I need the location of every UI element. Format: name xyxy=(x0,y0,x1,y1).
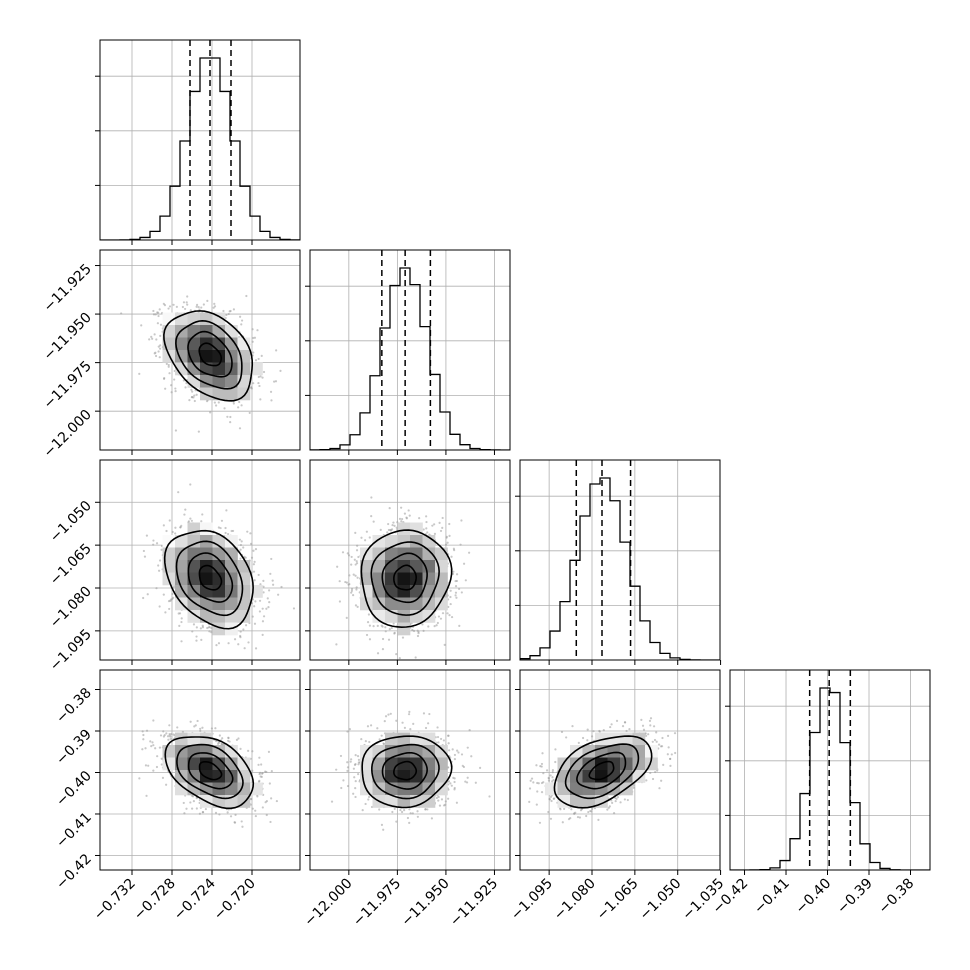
x-tick-label: −0.720 xyxy=(211,876,259,924)
y-tick-label: −0.41 xyxy=(53,809,95,851)
contour-line xyxy=(198,342,223,367)
y-tick-label: −1.065 xyxy=(47,541,95,589)
x-ticks-0-3: −0.732−0.728−0.724−0.720 xyxy=(91,870,259,923)
histogram-step xyxy=(100,57,300,240)
histogram-panel-0 xyxy=(95,39,301,241)
x-ticks-0-1 xyxy=(131,450,253,455)
histogram-panel-2 xyxy=(515,459,721,661)
contour-line xyxy=(198,760,223,781)
y-tick-label: −0.39 xyxy=(53,727,95,769)
x-tick-label: −0.39 xyxy=(834,876,876,918)
y-tick-label: −1.095 xyxy=(47,626,95,674)
contour-line xyxy=(187,330,233,378)
density-cells xyxy=(162,312,263,401)
contour-line xyxy=(553,735,653,809)
contour-line xyxy=(361,735,453,809)
histogram-panel-3 xyxy=(725,669,931,871)
x-ticks-2-3: −1.095−1.080−1.065−1.050−1.035 xyxy=(508,870,727,923)
y-tick-label: −1.050 xyxy=(47,498,95,546)
y-ticks-3-0: −0.42−0.41−0.40−0.39−0.38 xyxy=(53,685,100,893)
histogram-panel-1 xyxy=(305,249,511,451)
density-panel-3-1 xyxy=(309,669,511,871)
y-tick-label: −11.950 xyxy=(41,310,95,364)
x-tick-label: −11.925 xyxy=(447,876,501,930)
density-panel-3-0 xyxy=(99,669,301,871)
x-tick-label: −1.050 xyxy=(637,876,685,924)
axes-frame xyxy=(309,669,511,871)
y-tick-label: −0.42 xyxy=(53,851,95,893)
x-ticks-3-3: −0.42 −0.41 −0.40 −0.39 −0.38 xyxy=(710,870,918,918)
contour-line xyxy=(175,540,244,617)
contour-line xyxy=(370,541,440,616)
axes-frame xyxy=(309,459,511,661)
density-cells xyxy=(360,522,448,636)
axes-frame xyxy=(99,249,301,451)
density-panel-2-0 xyxy=(99,459,301,661)
x-tick-label: −0.724 xyxy=(171,875,219,923)
x-ticks-2-2 xyxy=(548,660,722,665)
contour-line xyxy=(393,564,417,591)
x-ticks-0-2 xyxy=(131,660,253,665)
density-cells xyxy=(162,732,263,808)
histogram-step xyxy=(730,687,930,870)
y-tick-label: −0.38 xyxy=(53,685,95,727)
axes-frame xyxy=(729,669,931,871)
x-tick-label: −1.080 xyxy=(551,876,599,924)
axes-frame xyxy=(99,669,301,871)
y-ticks-3-2 xyxy=(515,689,520,856)
y-tick-label: −12.000 xyxy=(41,407,95,461)
x-ticks-1-2 xyxy=(348,660,495,665)
contour-line xyxy=(576,751,627,790)
contour-line xyxy=(187,752,234,790)
y-ticks-1-0: −12.000−11.975−11.950−11.925 xyxy=(41,261,100,461)
x-tick-label: −11.950 xyxy=(399,876,453,930)
x-tick-label: −12.000 xyxy=(301,876,355,930)
y-tick-label: −1.080 xyxy=(47,584,95,632)
y-tick-label: −0.40 xyxy=(53,768,95,810)
x-ticks-0-0 xyxy=(131,240,253,245)
contour-line xyxy=(163,310,254,402)
y-ticks-3-1 xyxy=(305,689,310,856)
x-ticks-1-1 xyxy=(348,450,495,455)
contour-line xyxy=(393,760,418,781)
axes-frame xyxy=(519,669,721,871)
x-tick-label: −11.975 xyxy=(350,876,404,930)
contour-line xyxy=(588,760,615,781)
contour-line xyxy=(163,529,254,630)
axes-frame xyxy=(99,39,301,241)
y-ticks-2-1 xyxy=(305,501,310,632)
y-ticks-2-0: −1.095−1.080−1.065−1.050 xyxy=(47,498,100,674)
contour-line xyxy=(198,564,223,591)
x-tick-label: −0.40 xyxy=(793,876,835,918)
x-ticks-1-3: −12.000−11.975−11.950−11.925 xyxy=(301,870,501,930)
density-panel-1-0 xyxy=(99,249,301,451)
y-tick-label: −11.975 xyxy=(41,358,95,412)
histogram-step xyxy=(310,267,510,450)
x-tick-label: −0.38 xyxy=(876,876,918,918)
x-tick-label: −0.728 xyxy=(131,876,179,924)
y-tick-label: −11.925 xyxy=(41,261,95,315)
contour-line xyxy=(187,552,234,603)
x-tick-label: −0.732 xyxy=(91,876,139,924)
x-tick-label: −1.065 xyxy=(594,876,642,924)
contour-line xyxy=(564,743,640,800)
density-panel-2-1 xyxy=(309,459,511,661)
x-tick-label: −0.41 xyxy=(751,876,793,918)
contour-line xyxy=(360,529,453,628)
contour-line xyxy=(176,743,244,800)
axes-frame xyxy=(99,459,301,661)
contour-line xyxy=(175,320,243,390)
histogram-step xyxy=(520,477,720,660)
contour-line xyxy=(371,743,440,800)
axes-frame xyxy=(309,249,511,451)
axes-frame xyxy=(519,459,721,661)
contour-line xyxy=(381,751,428,790)
contour-line xyxy=(381,552,428,604)
density-panel-3-2 xyxy=(519,669,721,871)
x-tick-label: −1.095 xyxy=(508,876,556,924)
contour-line xyxy=(164,736,255,810)
